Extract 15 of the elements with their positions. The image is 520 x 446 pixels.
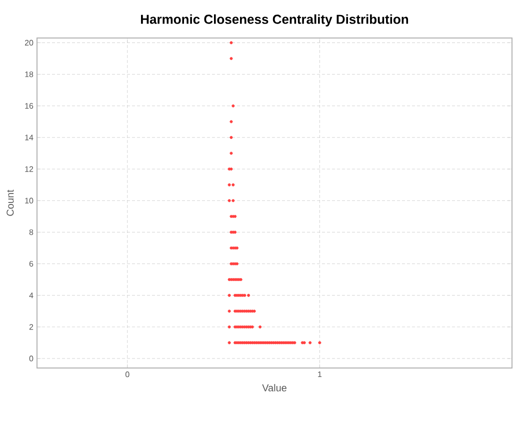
y-tick-label: 10 <box>25 198 34 204</box>
y-tick-label: 8 <box>29 229 34 236</box>
y-tick-label: 16 <box>25 103 34 109</box>
y-tick-label: 18 <box>25 71 34 78</box>
y-axis-title: Count <box>6 190 14 216</box>
y-tick-label: 4 <box>29 292 34 298</box>
y-tick-label: 0 <box>29 356 34 362</box>
y-tick-label: 20 <box>24 40 34 46</box>
x-tick-label: 1 <box>318 372 322 378</box>
y-tick-label: 14 <box>25 134 34 140</box>
chart-title: Harmonic Closeness Centrality Distribution <box>141 14 408 26</box>
y-tick-label: 6 <box>29 260 34 267</box>
y-tick-label: 2 <box>29 324 34 330</box>
y-tick-label: 12 <box>25 166 34 172</box>
x-axis-title: Value <box>262 384 286 392</box>
